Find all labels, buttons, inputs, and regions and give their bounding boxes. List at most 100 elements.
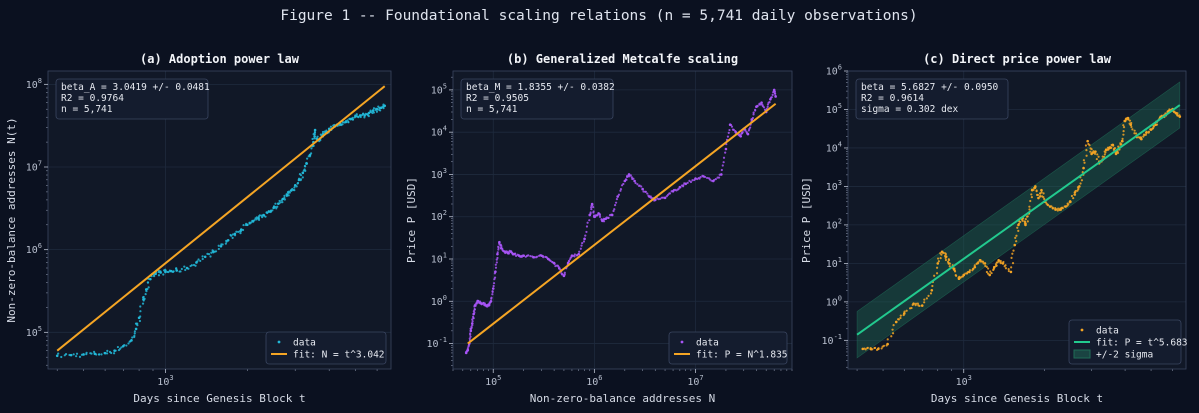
data-point bbox=[1135, 132, 1138, 135]
data-point bbox=[469, 335, 472, 338]
data-point bbox=[367, 115, 370, 118]
data-point bbox=[581, 241, 584, 245]
data-point bbox=[1034, 186, 1037, 189]
data-point bbox=[598, 213, 602, 217]
data-point bbox=[910, 306, 913, 310]
data-point bbox=[214, 250, 218, 253]
data-point bbox=[1047, 204, 1050, 207]
data-point bbox=[721, 164, 724, 167]
data-point bbox=[266, 211, 269, 215]
data-point bbox=[1173, 110, 1176, 113]
data-point bbox=[472, 309, 475, 313]
data-point bbox=[722, 156, 726, 159]
data-point bbox=[162, 273, 165, 276]
data-point bbox=[873, 346, 876, 350]
stats-line: n = 5,741 bbox=[61, 104, 113, 115]
data-point bbox=[125, 344, 128, 347]
data-point bbox=[920, 304, 924, 307]
data-point bbox=[968, 270, 971, 274]
data-point bbox=[732, 128, 735, 131]
data-point bbox=[1014, 236, 1017, 239]
grid bbox=[453, 71, 792, 369]
data-point bbox=[1035, 190, 1038, 193]
data-point bbox=[495, 261, 498, 264]
data-point bbox=[563, 271, 566, 274]
fit-line bbox=[56, 85, 386, 352]
data-point bbox=[1072, 197, 1075, 200]
data-point bbox=[194, 264, 197, 267]
data-point bbox=[1101, 155, 1104, 158]
data-point bbox=[382, 106, 385, 109]
data-point bbox=[768, 101, 771, 104]
data-point bbox=[931, 284, 934, 288]
data-point bbox=[1120, 139, 1124, 143]
data-point bbox=[953, 270, 957, 273]
data-point bbox=[749, 126, 752, 129]
data-point bbox=[688, 179, 691, 182]
data-point bbox=[987, 267, 990, 270]
plot-frame bbox=[452, 70, 793, 370]
data-point bbox=[471, 320, 474, 323]
data-point bbox=[341, 123, 344, 126]
data-point bbox=[578, 250, 581, 253]
data-point bbox=[1011, 262, 1015, 265]
data-point bbox=[1119, 142, 1122, 145]
data-point bbox=[1043, 197, 1046, 201]
data-point bbox=[726, 135, 730, 138]
data-point bbox=[139, 310, 142, 313]
stats-line: n = 5,741 bbox=[466, 104, 518, 115]
data-point bbox=[1056, 209, 1059, 212]
data-point bbox=[281, 201, 284, 204]
data-point bbox=[977, 261, 980, 264]
data-point bbox=[493, 276, 497, 279]
data-point bbox=[573, 255, 576, 258]
data-point bbox=[592, 211, 595, 214]
data-point bbox=[253, 219, 256, 222]
data-point bbox=[636, 183, 639, 186]
data-point bbox=[1003, 265, 1006, 268]
data-point bbox=[64, 352, 68, 356]
data-point bbox=[92, 350, 96, 353]
data-point bbox=[1082, 166, 1085, 170]
data-point bbox=[877, 347, 880, 350]
data-point bbox=[983, 262, 987, 265]
data-point bbox=[698, 177, 701, 180]
data-point bbox=[75, 352, 79, 355]
data-point bbox=[1010, 266, 1013, 269]
data-point bbox=[1001, 262, 1005, 265]
data-point bbox=[614, 201, 618, 204]
data-point bbox=[491, 287, 495, 290]
data-point bbox=[1178, 115, 1182, 118]
data-point bbox=[175, 269, 179, 272]
data-point bbox=[640, 185, 643, 188]
data-point bbox=[112, 352, 116, 355]
data-point bbox=[529, 255, 532, 258]
data-point bbox=[1096, 153, 1099, 156]
data-point bbox=[201, 257, 204, 261]
panel-metcalfe-scaling: 10-1 100 101 102 103 104 105 105 106 107 (b) Gener… bbox=[405, 52, 793, 405]
data-point bbox=[936, 262, 940, 265]
data-point bbox=[1130, 125, 1133, 129]
data-point bbox=[246, 223, 249, 227]
data-point bbox=[923, 298, 926, 301]
data-point bbox=[146, 287, 149, 291]
legend-label: data bbox=[293, 338, 316, 349]
data-point bbox=[948, 265, 951, 268]
data-point bbox=[147, 286, 150, 289]
data-point bbox=[1088, 144, 1091, 147]
data-point bbox=[619, 187, 623, 191]
data-point bbox=[201, 255, 204, 258]
data-point bbox=[968, 269, 972, 272]
y-tick-label: 100 bbox=[826, 294, 842, 308]
data-point bbox=[144, 293, 147, 296]
data-point bbox=[359, 115, 362, 119]
data-point bbox=[751, 116, 755, 120]
data-point bbox=[774, 95, 777, 98]
data-point bbox=[686, 181, 689, 184]
plot-frame bbox=[47, 70, 392, 370]
stats-line: beta_M = 1.8355 +/- 0.0382 bbox=[466, 82, 615, 93]
data-point bbox=[1021, 219, 1024, 222]
data-point bbox=[585, 225, 589, 228]
data-point bbox=[262, 214, 266, 217]
